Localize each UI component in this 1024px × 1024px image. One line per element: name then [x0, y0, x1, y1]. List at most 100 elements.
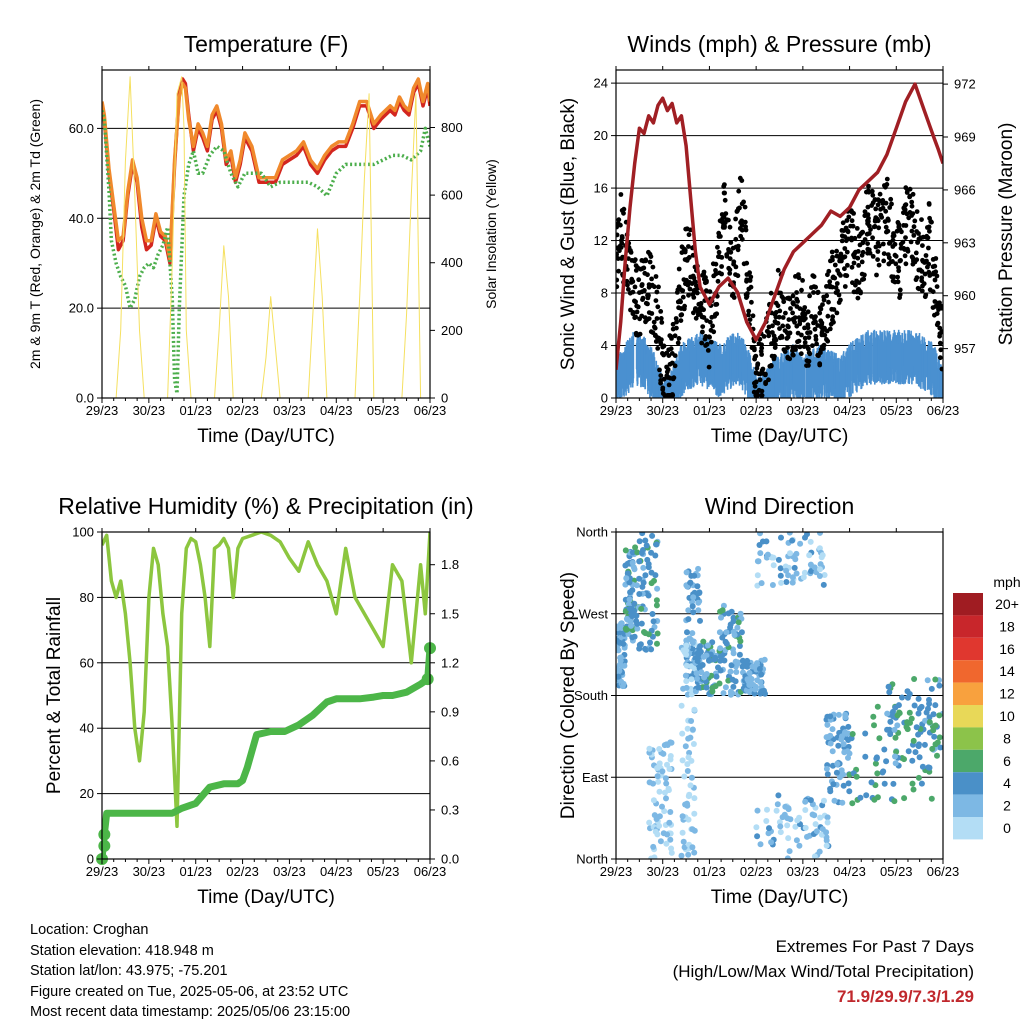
gust-point — [903, 235, 908, 241]
gust-point — [893, 261, 899, 267]
gust-point — [700, 324, 706, 329]
gust-point — [925, 264, 930, 270]
direction-point — [909, 757, 916, 764]
direction-point — [728, 608, 735, 615]
gust-point — [652, 324, 657, 330]
gust-point — [889, 201, 894, 207]
direction-point — [757, 550, 764, 557]
gust-point — [632, 257, 638, 263]
gust-point — [762, 372, 768, 378]
direction-point — [619, 683, 626, 690]
x-tick-label: 04/23 — [320, 864, 353, 879]
direction-point — [733, 669, 740, 675]
gust-point — [911, 224, 917, 230]
gust-point — [914, 209, 920, 215]
direction-point — [775, 792, 782, 799]
direction-point — [890, 780, 897, 787]
y-tick-label: 20 — [594, 128, 608, 143]
direction-point — [616, 623, 621, 630]
wind-direction-panel: Wind Direction 29/23 30/23 01/23 02/23 03/23 0… — [558, 493, 959, 908]
direction-point — [886, 726, 893, 733]
direction-point — [892, 760, 899, 767]
y-tick-label: 12 — [594, 233, 608, 248]
y-right-tick-label: 0.9 — [441, 704, 459, 719]
gust-point — [862, 209, 868, 215]
gust-point — [881, 251, 887, 256]
gust-point — [766, 333, 772, 339]
direction-point — [835, 711, 842, 718]
gust-point — [884, 176, 890, 182]
direction-point — [842, 711, 849, 718]
gust-point — [676, 266, 682, 272]
gust-point — [854, 226, 860, 231]
direction-point — [934, 752, 940, 759]
direction-point — [654, 640, 660, 647]
gust-point — [674, 325, 679, 331]
gust-point — [618, 245, 624, 250]
direction-point — [820, 581, 827, 588]
direction-point — [644, 556, 651, 563]
gust-point — [786, 317, 792, 322]
direction-point — [691, 572, 698, 579]
gust-point — [904, 211, 910, 217]
gust-point — [691, 310, 696, 316]
gust-point — [904, 190, 910, 195]
gust-point — [834, 253, 840, 259]
gust-point — [858, 289, 863, 294]
gust-point — [746, 312, 751, 318]
gust-point — [792, 319, 797, 325]
direction-point — [697, 643, 704, 650]
gust-point — [654, 316, 660, 321]
direction-point — [646, 819, 653, 826]
direction-point — [685, 851, 692, 858]
gust-point — [927, 215, 932, 221]
direction-point — [849, 800, 856, 807]
legend-swatch — [953, 772, 983, 795]
gust-point — [675, 340, 681, 346]
direction-point — [663, 840, 670, 847]
direction-point — [682, 743, 689, 750]
direction-point — [812, 821, 819, 828]
direction-point — [719, 607, 726, 614]
direction-point — [632, 544, 639, 551]
gust-point — [813, 337, 819, 342]
direction-point — [689, 726, 696, 733]
gust-point — [691, 288, 697, 293]
direction-point — [617, 654, 624, 661]
direction-point — [827, 740, 834, 747]
gust-point — [699, 314, 705, 320]
direction-point — [789, 574, 796, 581]
direction-point — [647, 639, 653, 646]
gust-point — [658, 309, 664, 314]
direction-point — [778, 534, 784, 541]
gust-point — [678, 318, 684, 323]
direction-point — [684, 800, 690, 807]
panel-title: Temperature (F) — [184, 31, 349, 57]
gust-point — [862, 237, 868, 242]
gust-point — [894, 228, 900, 234]
series-line — [102, 532, 430, 829]
y-tick-label: East — [582, 770, 608, 785]
direction-point — [616, 637, 620, 644]
direction-point — [693, 670, 700, 677]
direction-point — [650, 618, 657, 625]
direction-point — [813, 828, 820, 835]
direction-point — [695, 684, 702, 691]
y-right-tick-label: 972 — [954, 77, 976, 92]
direction-point — [793, 837, 800, 844]
direction-point — [700, 638, 707, 645]
direction-point — [681, 844, 688, 851]
gust-point — [791, 301, 796, 307]
gust-point — [703, 334, 709, 339]
gust-point — [741, 261, 747, 267]
direction-point — [821, 572, 828, 578]
gust-point — [669, 336, 674, 341]
gust-point — [680, 294, 686, 300]
gust-point — [866, 247, 872, 253]
gust-point — [722, 182, 727, 188]
gust-point — [616, 277, 620, 283]
gust-point — [727, 256, 733, 262]
direction-point — [683, 569, 690, 576]
gust-point — [693, 315, 699, 321]
precip-marker — [98, 839, 111, 852]
